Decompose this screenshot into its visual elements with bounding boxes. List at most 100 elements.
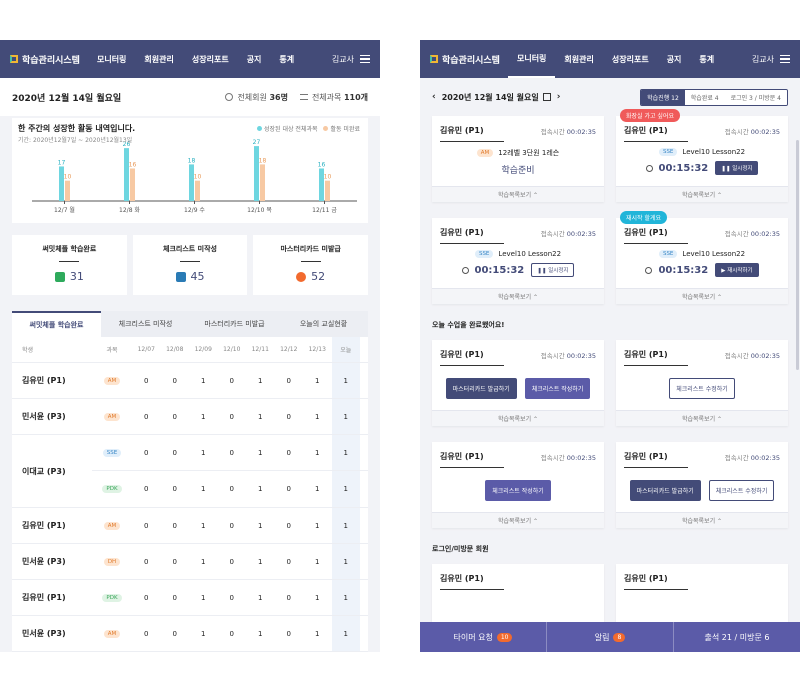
scrollbar[interactable]: [796, 140, 799, 370]
student-name: 김유민 (P1): [440, 228, 484, 237]
day-value: 0: [144, 485, 149, 493]
subject-cell: AM: [92, 376, 132, 385]
status-filter: 학습진행 12 학습완료 4 로그인 3 / 미방문 4: [640, 88, 788, 106]
student-name: 김유민 (P1): [440, 126, 484, 135]
calendar-icon[interactable]: [542, 93, 551, 101]
day-value: 1: [258, 521, 263, 530]
study-list-toggle[interactable]: 학습목록보기 ⌃: [616, 512, 788, 528]
day-value: 1: [315, 629, 320, 638]
access-time: 접속시간 00:02:35: [724, 351, 780, 360]
restart-button[interactable]: ▶ 재시작하기: [715, 263, 759, 277]
bar-incomplete: [260, 164, 265, 201]
write-checklist-button[interactable]: 체크리스트 작성하기: [524, 378, 591, 399]
day-value: 1: [258, 448, 263, 457]
table-row[interactable]: 이대교 (P3) SSE 0 0 1 0 1 0 1 1 PDK 0 0 1 0 1 0 1 1: [12, 435, 368, 508]
nav-members[interactable]: 회원관리: [564, 54, 594, 64]
filter-completed[interactable]: 학습완료 4: [684, 89, 725, 105]
table-row[interactable]: 민서윤 (P3) AM 0 0 1 0 1 0 1 1: [12, 616, 368, 652]
student-name: 민서윤 (P3): [22, 629, 66, 638]
tab-completed[interactable]: 써밋체플 학습완료: [12, 311, 101, 337]
nav-statistics[interactable]: 통계: [279, 54, 295, 64]
study-list-toggle[interactable]: 학습목록보기 ⌃: [432, 288, 604, 304]
table-header: 학생 과목 12/07 12/08 12/09 12/10 12/11 12/12 12/13 오…: [12, 337, 368, 363]
members-icon: [225, 93, 234, 101]
study-list-toggle[interactable]: 학습목록보기 ⌃: [616, 288, 788, 304]
hamburger-icon[interactable]: [780, 53, 790, 66]
pause-button[interactable]: ❚❚ 일시정지: [715, 161, 759, 175]
student-name: 민서윤 (P3): [22, 557, 66, 566]
clock-icon: [461, 266, 469, 274]
bar-total: [189, 164, 194, 201]
tab-checklist[interactable]: 체크리스트 미작성: [118, 320, 173, 328]
attendance-button[interactable]: 출석 21 / 미방문 6: [704, 632, 770, 642]
nav-members[interactable]: 회원관리: [144, 54, 174, 64]
tab-mastery[interactable]: 마스터리카드 미발급: [204, 320, 265, 328]
chevron-right-icon[interactable]: ›: [556, 92, 561, 102]
study-list-toggle[interactable]: 학습목록보기 ⌃: [616, 410, 788, 426]
student-card: 화장실 가고 싶어요 김유민 (P1) 접속시간 00:02:35 SSE Leve…: [616, 109, 788, 202]
column-header: 12/12: [280, 346, 298, 353]
day-value: 1: [201, 629, 206, 638]
nav-notice[interactable]: 공지: [666, 54, 682, 64]
pause-button[interactable]: ❚❚ 일시정지: [531, 263, 575, 277]
user-menu[interactable]: 김교사: [332, 53, 370, 66]
summary-card-completed[interactable]: 써밋체플 학습완료 31: [12, 235, 127, 295]
day-value: 1: [201, 521, 206, 530]
day-value: 0: [172, 557, 177, 566]
subject-badge: SSE: [658, 250, 678, 258]
edit-checklist-button[interactable]: 체크리스트 수정하기: [669, 378, 735, 399]
user-name: 김교사: [331, 54, 354, 64]
study-list-toggle[interactable]: 학습목록보기 ⌃: [616, 186, 788, 202]
nav-monitoring[interactable]: 모니터링: [96, 54, 127, 64]
student-name: 김유민 (P1): [22, 521, 66, 530]
nav-growth-report[interactable]: 성장리포트: [191, 54, 229, 64]
student-card: 김유민 (P1) 접속시간 00:02:35 체크리스트 수정하기 학습목록보기 …: [616, 340, 788, 426]
study-list-toggle[interactable]: 학습목록보기 ⌃: [432, 410, 604, 426]
table-row[interactable]: 김유민 (P1) AM 0 0 1 0 1 0 1 1: [12, 363, 368, 399]
filter-in-progress[interactable]: 학습진행 12: [641, 89, 685, 105]
notification-button[interactable]: 알림 8: [547, 622, 674, 652]
chevron-left-icon[interactable]: ‹: [432, 92, 436, 102]
day-value: 0: [229, 412, 234, 421]
app-logo[interactable]: 학습관리시스템: [10, 53, 80, 66]
study-list-toggle[interactable]: 학습목록보기 ⌃: [432, 512, 604, 528]
table-row[interactable]: 민서윤 (P3) AM 0 0 1 0 1 0 1 1: [12, 399, 368, 435]
study-list-toggle[interactable]: 학습목록보기 ⌃: [432, 186, 604, 202]
table-row[interactable]: 김유민 (P1) AM 0 0 1 0 1 0 1 1: [12, 508, 368, 544]
subject-badge: SSE: [102, 448, 122, 457]
day-value: 0: [229, 448, 234, 457]
x-tick-label: 12/9 수: [184, 207, 205, 214]
subject-badge: AM: [103, 376, 121, 385]
nav-monitoring[interactable]: 모니터링: [507, 40, 556, 78]
nav-notice[interactable]: 공지: [246, 54, 262, 64]
nav-growth-report[interactable]: 성장리포트: [611, 54, 649, 64]
student-name: 김유민 (P1): [624, 350, 668, 359]
summary-label: 마스터리카드 미발급: [280, 245, 341, 253]
day-value: 1: [331, 508, 360, 543]
student-name: 김유민 (P1): [22, 593, 66, 602]
timer-request-button[interactable]: 타이머 요청 10: [420, 622, 547, 652]
day-value: 1: [258, 557, 263, 566]
summary-card-mastery[interactable]: 마스터리카드 미발급 52: [253, 235, 369, 295]
table-row[interactable]: 김유민 (P1) PDK 0 0 1 0 1 0 1 1: [12, 580, 368, 616]
table-row[interactable]: 민서윤 (P3) DH 0 0 1 0 1 0 1 1: [12, 544, 368, 580]
divider: [59, 261, 80, 262]
legend-label-incomplete: 활동 미완료: [330, 126, 360, 133]
date-selector: ‹ 2020년 12월 14일 월요일 ›: [432, 92, 566, 103]
badge-icon: [296, 271, 307, 282]
issue-mastery-card-button[interactable]: 마스터리카드 발급하기: [445, 378, 517, 399]
filter-login[interactable]: 로그인 3 / 미방문 4: [724, 89, 787, 105]
nav-statistics[interactable]: 통계: [699, 54, 715, 64]
write-checklist-button[interactable]: 체크리스트 작성하기: [485, 480, 551, 501]
hamburger-icon[interactable]: [360, 53, 370, 66]
summary-card-checklist[interactable]: 체크리스트 미작성 45: [132, 235, 248, 295]
student-name: 김유민 (P1): [624, 452, 668, 461]
day-value: 1: [331, 471, 360, 507]
subject-badge: PDK: [102, 593, 122, 602]
app-logo[interactable]: 학습관리시스템: [430, 53, 500, 66]
issue-mastery-card-button[interactable]: 마스터리카드 발급하기: [629, 480, 701, 501]
tab-classroom[interactable]: 오늘의 교실현황: [299, 320, 348, 328]
user-menu[interactable]: 김교사: [752, 53, 790, 66]
edit-checklist-button[interactable]: 체크리스트 수정하기: [708, 480, 775, 501]
student-name: 김유민 (P1): [440, 350, 484, 359]
